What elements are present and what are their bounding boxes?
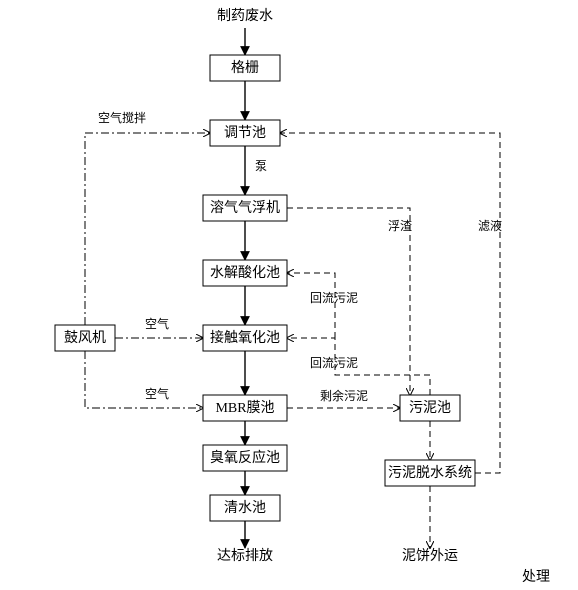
node-label-sludge: 污泥池 xyxy=(409,400,451,416)
footer-text: 处理 xyxy=(522,566,550,586)
node-label-daf: 溶气气浮机 xyxy=(210,200,280,216)
edge-label-ret1: 回流污泥 xyxy=(310,356,358,370)
node-ozone: 臭氧反应池 xyxy=(203,445,287,471)
node-label-contact: 接触氧化池 xyxy=(210,329,280,346)
edge-label-air3: 空气搅拌 xyxy=(98,110,146,125)
node-label-mbr: MBR膜池 xyxy=(215,400,274,416)
node-blower: 鼓风机 xyxy=(55,325,115,351)
node-regulating: 调节池 xyxy=(210,120,280,146)
node-label-regulating: 调节池 xyxy=(224,125,266,141)
node-label-clear: 清水池 xyxy=(224,500,266,516)
edge-air2 xyxy=(85,351,203,408)
node-hydrolysis: 水解酸化池 xyxy=(203,260,287,286)
edge-label-mbr_sludge: 剩余污泥 xyxy=(320,388,368,403)
edge-label-e3: 泵 xyxy=(255,159,267,173)
node-dewater: 污泥脱水系统 xyxy=(385,460,475,486)
terminal-discharge: 达标排放 xyxy=(217,548,273,564)
node-mbr: MBR膜池 xyxy=(203,395,287,421)
node-daf: 溶气气浮机 xyxy=(203,195,287,221)
node-label-ozone: 臭氧反应池 xyxy=(210,449,280,466)
edge-label-air1: 空气 xyxy=(145,316,169,331)
edge-ret1 xyxy=(287,338,430,395)
node-label-dewater: 污泥脱水系统 xyxy=(388,465,472,481)
node-clear: 清水池 xyxy=(210,495,280,521)
edge-label-filtrate: 滤液 xyxy=(478,218,502,233)
node-grid: 格栅 xyxy=(210,55,280,81)
node-sludge: 污泥池 xyxy=(400,395,460,421)
edge-label-ret2: 回流污泥 xyxy=(310,291,358,305)
terminal-cake: 泥饼外运 xyxy=(402,548,458,564)
edge-ret2 xyxy=(287,273,335,338)
flowchart-canvas: 泵空气空气空气搅拌剩余污泥滤液浮渣回流污泥回流污泥 制药废水格栅调节池溶气气浮机… xyxy=(0,0,578,590)
edge-label-air2: 空气 xyxy=(145,386,169,401)
node-label-grid: 格栅 xyxy=(231,60,259,76)
terminal-wastewater: 制药废水 xyxy=(217,8,273,24)
node-label-hydrolysis: 水解酸化池 xyxy=(210,265,280,281)
node-contact: 接触氧化池 xyxy=(203,325,287,351)
edge-air3 xyxy=(85,133,210,325)
edge-label-scum: 浮渣 xyxy=(388,219,412,233)
node-label-blower: 鼓风机 xyxy=(64,330,106,346)
